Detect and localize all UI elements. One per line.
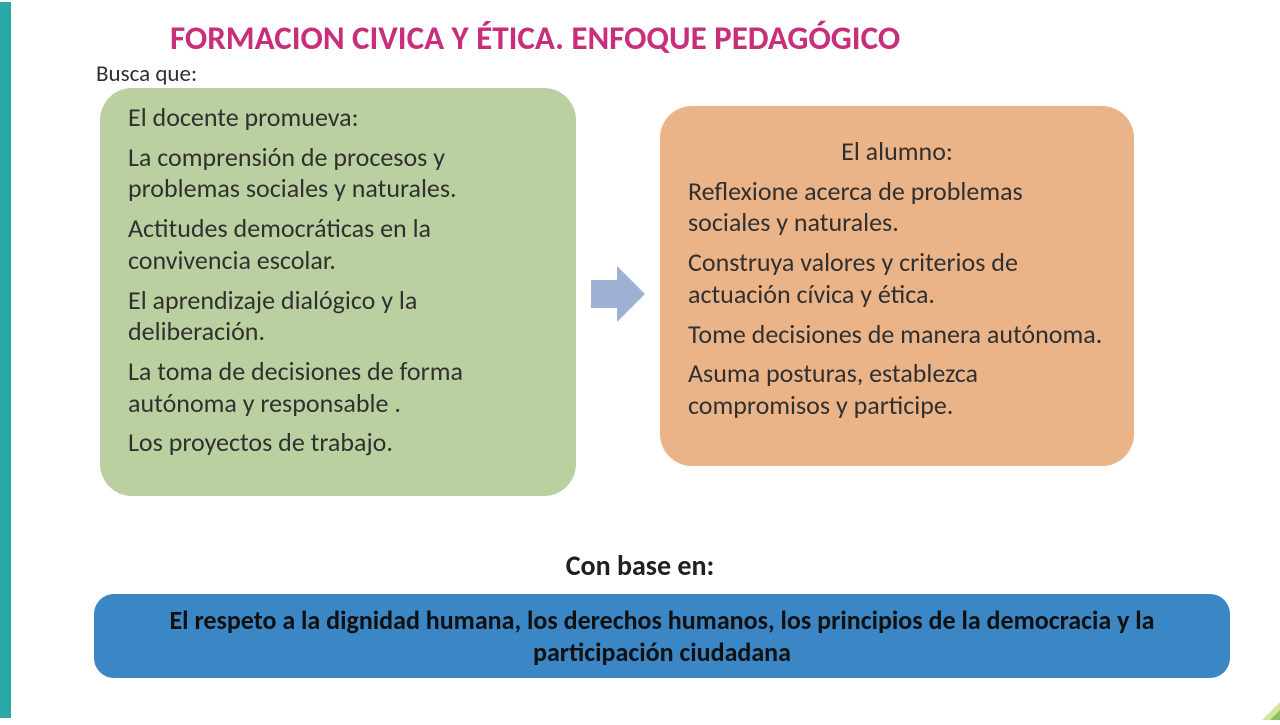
teacher-lead: El docente promueva: [128, 102, 548, 134]
accent-bar [0, 2, 11, 718]
student-item: Construya valores y criterios de actuaci… [688, 247, 1106, 310]
arrow-right-icon [591, 266, 645, 322]
subtitle: Busca que: [96, 60, 197, 88]
box-basis: El respeto a la dignidad humana, los der… [94, 594, 1230, 678]
teacher-item: Actitudes democráticas en la convivencia… [128, 213, 548, 276]
student-item: Asuma posturas, establezca compromisos y… [688, 358, 1106, 421]
student-lead: El alumno: [688, 136, 1106, 168]
teacher-item: Los proyectos de trabajo. [128, 427, 548, 459]
student-item: Reflexione acerca de problemas sociales … [688, 176, 1106, 239]
basis-text: El respeto a la dignidad humana, los der… [130, 604, 1194, 669]
teacher-item: El aprendizaje dialógico y la deliberaci… [128, 285, 548, 348]
page-title: FORMACION CIVICA Y ÉTICA. ENFOQUE PEDAGÓ… [170, 18, 900, 58]
student-item: Tome decisiones de manera autónoma. [688, 319, 1106, 351]
box-student: El alumno: Reflexione acerca de problema… [660, 106, 1134, 466]
basis-label: Con base en: [0, 548, 1280, 583]
teacher-item: La toma de decisiones de forma autónoma … [128, 356, 548, 419]
box-teacher: El docente promueva: La comprensión de p… [100, 88, 576, 496]
corner-decoration-icon [1250, 690, 1280, 720]
teacher-item: La comprensión de procesos y problemas s… [128, 142, 548, 205]
